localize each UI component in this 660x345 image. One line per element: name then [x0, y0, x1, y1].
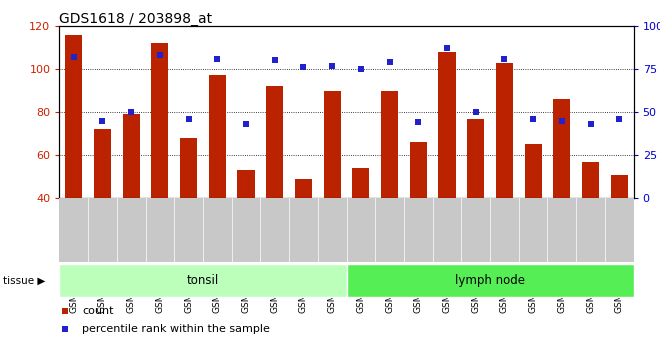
Bar — [209, 76, 226, 198]
Bar — [151, 43, 168, 198]
Bar — [238, 170, 255, 198]
Bar — [94, 129, 111, 198]
Bar — [582, 162, 599, 198]
Bar — [352, 168, 370, 198]
Bar — [610, 175, 628, 198]
Bar — [381, 90, 398, 198]
Bar — [295, 179, 312, 198]
Bar — [410, 142, 427, 198]
Bar — [266, 86, 283, 198]
Text: percentile rank within the sample: percentile rank within the sample — [82, 324, 270, 334]
Text: tissue ▶: tissue ▶ — [3, 275, 46, 285]
Bar — [438, 52, 455, 198]
Bar — [59, 264, 346, 297]
Bar — [525, 145, 542, 198]
Bar — [323, 90, 341, 198]
Text: count: count — [82, 306, 114, 315]
Bar — [123, 114, 140, 198]
Text: lymph node: lymph node — [455, 274, 525, 287]
Text: GDS1618 / 203898_at: GDS1618 / 203898_at — [59, 12, 213, 26]
Bar — [467, 119, 484, 198]
Bar — [553, 99, 570, 198]
Bar — [180, 138, 197, 198]
Bar — [65, 34, 82, 198]
Bar — [496, 62, 513, 198]
Bar — [346, 264, 634, 297]
Text: tonsil: tonsil — [187, 274, 219, 287]
